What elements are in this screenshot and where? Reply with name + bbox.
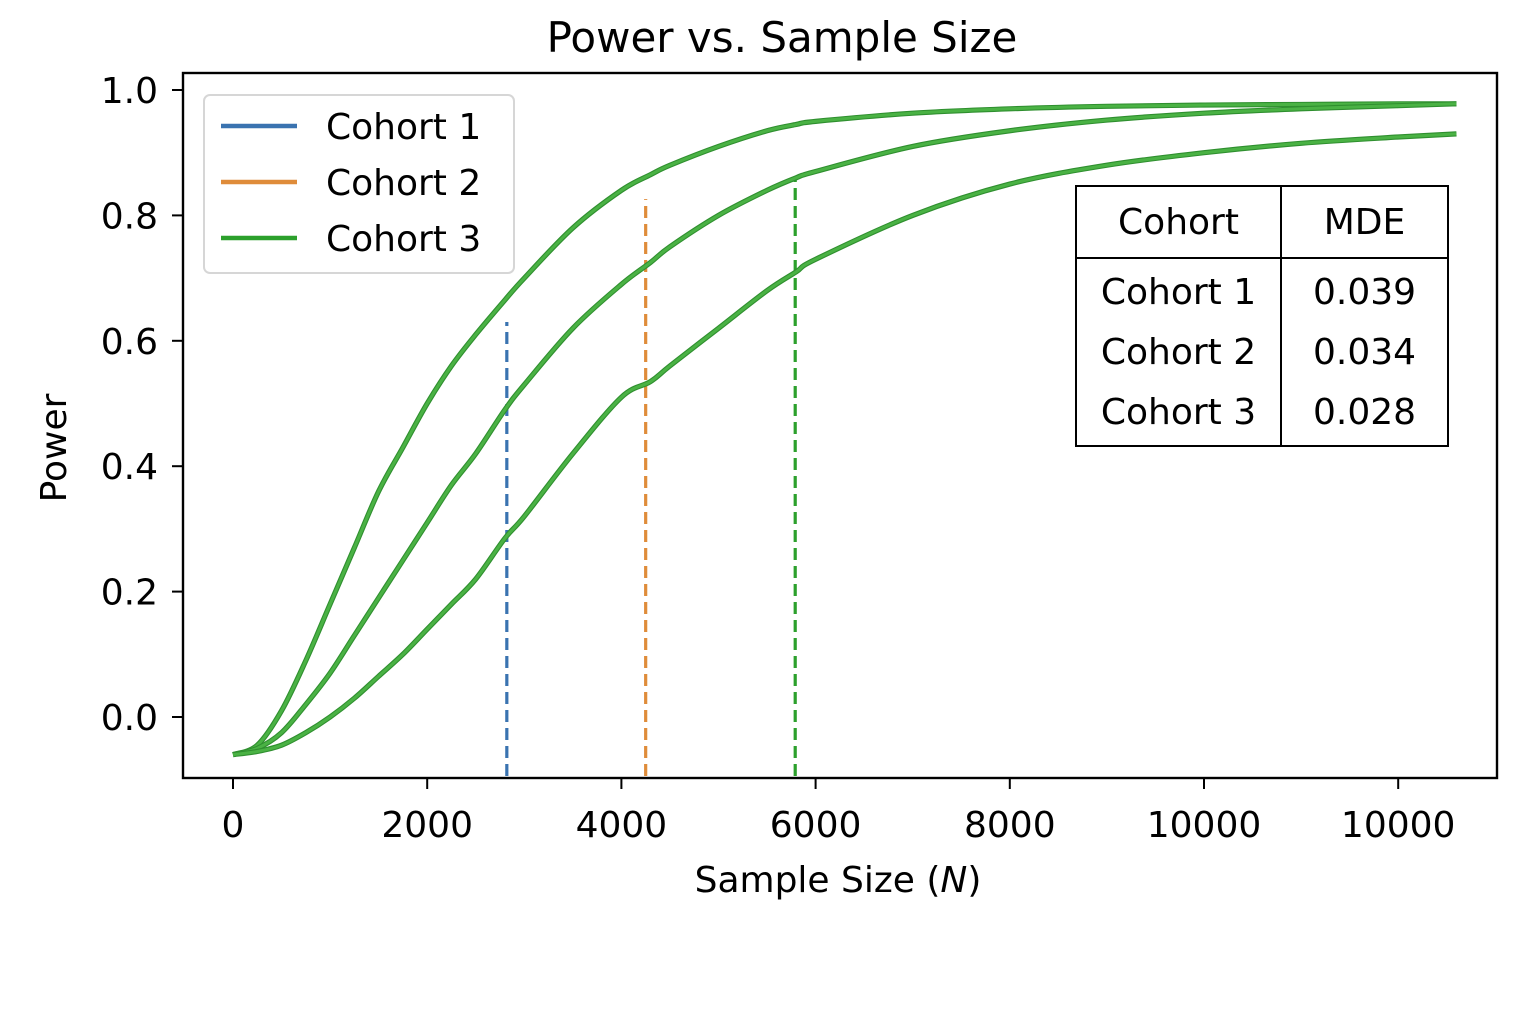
x-tick-label: 2000	[381, 805, 473, 846]
table-header-cohort: Cohort	[1118, 202, 1239, 243]
table-cell-mde: 0.039	[1313, 272, 1416, 313]
table-border	[1075, 185, 1449, 447]
chart-title: Power vs. Sample Size	[547, 13, 1018, 62]
power-curve-cohort-3	[232, 132, 1457, 757]
legend-item-cohort-3: Cohort 3	[221, 219, 481, 260]
table-header-mde: MDE	[1324, 202, 1406, 243]
power-curves	[232, 101, 1457, 758]
x-tick-label: 4000	[576, 805, 668, 846]
x-tick-label: 6000	[770, 805, 862, 846]
power-curve-cohort-2	[232, 102, 1457, 757]
legend-box	[203, 94, 515, 274]
legend: Cohort 1 Cohort 2 Cohort 3	[203, 94, 515, 274]
x-tick-label: 0	[222, 805, 245, 846]
x-tick-label: 10000	[1341, 805, 1456, 846]
legend-item-cohort-2: Cohort 2	[221, 163, 481, 204]
table-row: Cohort 1 0.039	[1101, 272, 1416, 313]
y-tick-label: 0.8	[101, 196, 158, 237]
plot-frame	[181, 71, 1499, 780]
table-row: Cohort 3 0.028	[1101, 392, 1416, 433]
legend-label: Cohort 1	[326, 107, 481, 148]
mde-vertical-lines	[505, 177, 797, 776]
table-cell-cohort: Cohort 2	[1101, 332, 1256, 373]
table-cell-mde: 0.034	[1313, 332, 1416, 373]
y-tick-label: 0.0	[101, 698, 158, 739]
table-cell-mde: 0.028	[1313, 392, 1416, 433]
y-tick-label: 0.6	[101, 322, 158, 363]
table-cell-cohort: Cohort 1	[1101, 272, 1256, 313]
x-tick-label: 8000	[964, 805, 1056, 846]
legend-label: Cohort 2	[326, 163, 481, 204]
x-axis-label: Sample Size (N)	[695, 860, 982, 901]
y-axis-ticks: 0.0 0.2 0.4 0.6 0.8 1.0	[101, 71, 183, 739]
power-curve-cohort-1	[232, 102, 1457, 757]
legend-item-cohort-1: Cohort 1	[221, 107, 481, 148]
x-axis-ticks: 0 2000 4000 6000 8000 10000 10000	[222, 778, 1456, 846]
legend-label: Cohort 3	[326, 219, 481, 260]
y-axis-label: Power	[34, 393, 75, 502]
y-tick-label: 1.0	[101, 71, 158, 112]
x-tick-label: 10000	[1147, 805, 1262, 846]
table-cell-cohort: Cohort 3	[1101, 392, 1256, 433]
y-tick-label: 0.2	[101, 573, 158, 614]
y-tick-label: 0.4	[101, 447, 158, 488]
table-row: Cohort 2 0.034	[1101, 332, 1416, 373]
